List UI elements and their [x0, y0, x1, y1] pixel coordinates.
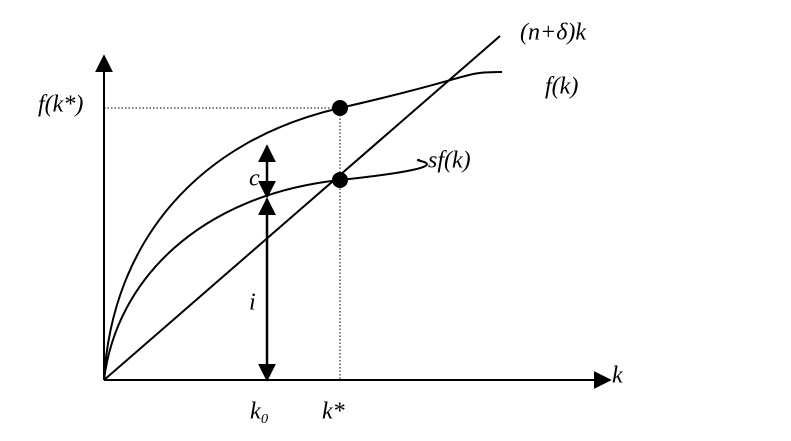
steady-point-saving: [332, 172, 348, 188]
investment-label: i: [249, 290, 256, 316]
production-curve: [103, 71, 503, 381]
x-axis-label: k: [612, 363, 623, 389]
saving-curve: [103, 159, 428, 381]
steady-point-output: [332, 100, 348, 116]
line-label: (n+δ)k: [520, 20, 586, 46]
production-label: f(k): [545, 74, 578, 100]
k-initial-label: k₀: [250, 399, 269, 425]
depreciation-line: [103, 35, 501, 381]
steady-output-label: f(k*): [38, 92, 83, 118]
saving-label: sf(k): [428, 148, 471, 174]
consumption-label: c: [249, 166, 260, 192]
k-steady-label: k*: [322, 399, 345, 425]
